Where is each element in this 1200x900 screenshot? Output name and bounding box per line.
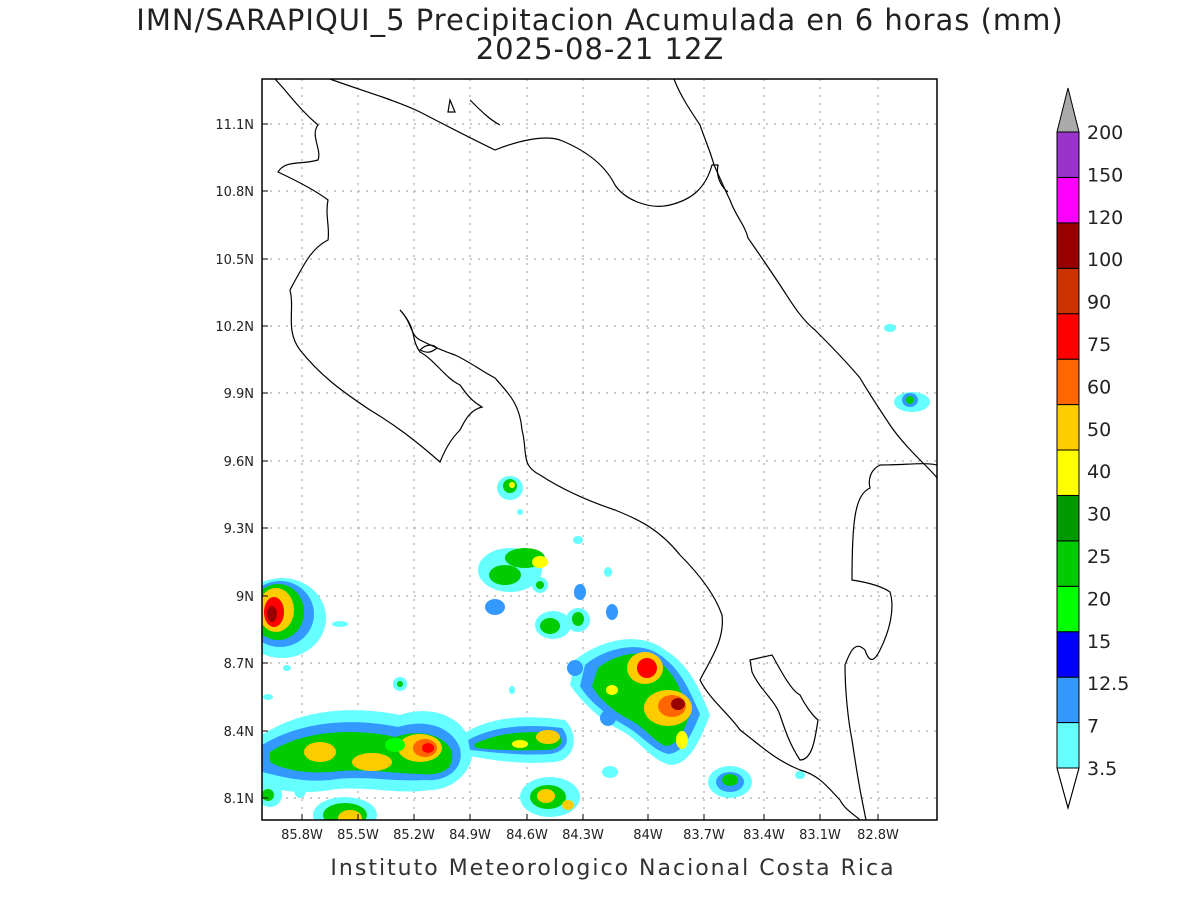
lon-label: 84W <box>633 828 663 843</box>
rain-cell-south-osa <box>262 782 377 820</box>
colorbar-label: 90 <box>1087 292 1111 314</box>
latitude-labels: 11.1N 10.8N 10.5N 10.2N 9.9N 9.6N 9.3N 9N 8.7N 8.… <box>215 118 268 807</box>
colorbar-label: 25 <box>1087 546 1111 568</box>
rain-cells-caribbean <box>884 324 930 412</box>
lat-label: 8.4N <box>224 725 254 740</box>
lat-label: 9.6N <box>224 455 254 470</box>
colorbar-swatch <box>1056 585 1080 633</box>
lon-label: 85.5W <box>337 828 379 843</box>
lon-label: 83.7W <box>683 828 725 843</box>
rain-cell-general-valley <box>570 639 710 765</box>
lon-label: 84.3W <box>562 828 604 843</box>
colorbar-swatch <box>1056 449 1080 496</box>
colorbar-min-arrow <box>1056 767 1080 810</box>
lon-label: 82.8W <box>857 828 899 843</box>
lon-label: 84.9W <box>449 828 491 843</box>
rain-band-southwest <box>262 710 473 793</box>
colorbar-label: 200 <box>1087 122 1123 144</box>
colorbar-label: 3.5 <box>1087 758 1117 780</box>
lat-label: 8.7N <box>224 657 254 672</box>
colorbar-swatch <box>1056 222 1080 269</box>
rain-band-central <box>462 717 574 763</box>
lon-label: 84.6W <box>506 828 548 843</box>
colorbar: 3.5 7 12.5 15 20 25 30 40 50 60 75 90 100 120 150 200 <box>1056 87 1129 810</box>
colorbar-label: 150 <box>1087 164 1123 186</box>
map-grid <box>262 79 937 820</box>
colorbar-swatch <box>1056 676 1080 724</box>
colorbar-label: 15 <box>1087 631 1111 653</box>
footer-credit: Instituto Meteorologico Nacional Costa R… <box>330 856 896 881</box>
colorbar-swatch <box>1056 267 1080 315</box>
rain-cell-west-coast <box>262 578 326 658</box>
rain-cells-central-pacific <box>478 476 618 726</box>
colorbar-label: 75 <box>1087 334 1111 356</box>
colorbar-swatch <box>1056 131 1080 178</box>
colorbar-label: 12.5 <box>1087 673 1129 695</box>
colorbar-label: 50 <box>1087 419 1111 441</box>
lat-label: 9.9N <box>224 387 254 402</box>
map-frame <box>261 78 938 821</box>
colorbar-swatch <box>1056 540 1080 587</box>
lat-label: 11.1N <box>215 118 254 133</box>
colorbar-label: 120 <box>1087 207 1123 229</box>
colorbar-swatch <box>1056 404 1080 451</box>
coastline <box>274 79 937 820</box>
colorbar-swatch <box>1056 631 1080 678</box>
lat-label: 10.2N <box>215 320 254 335</box>
lon-label: 85.8W <box>281 828 323 843</box>
colorbar-swatch <box>1056 358 1080 406</box>
rain-cell-golfito <box>520 777 580 817</box>
rain-cell-southeast <box>602 766 805 798</box>
lat-label: 8.1N <box>224 792 254 807</box>
colorbar-max-arrow <box>1056 87 1080 133</box>
colorbar-label: 60 <box>1087 376 1111 398</box>
colorbar-swatch <box>1056 722 1080 769</box>
map-title: IMN/SARAPIQUI_5 Precipitacion Acumulada … <box>136 3 1064 37</box>
longitude-labels: 85.8W 85.5W 85.2W 84.9W 84.6W 84.3W 84W 83.7W 83… <box>281 814 899 843</box>
colorbar-label: 100 <box>1087 249 1123 271</box>
colorbar-label: 40 <box>1087 461 1111 483</box>
colorbar-swatch <box>1056 176 1080 224</box>
lon-label: 83.1W <box>799 828 841 843</box>
lat-label: 10.5N <box>215 253 254 268</box>
lon-label: 85.2W <box>393 828 435 843</box>
colorbar-label: 20 <box>1087 588 1111 610</box>
rain-cells-scattered <box>263 509 523 700</box>
map-datetime: 2025-08-21 12Z <box>475 32 725 66</box>
lat-label: 10.8N <box>215 185 254 200</box>
precipitation-field <box>262 324 930 820</box>
colorbar-swatch <box>1056 494 1080 542</box>
colorbar-label: 30 <box>1087 504 1111 526</box>
colorbar-swatch <box>1056 313 1080 360</box>
lon-label: 83.4W <box>743 828 785 843</box>
lat-label: 9.3N <box>224 522 254 537</box>
colorbar-label: 7 <box>1087 716 1099 738</box>
lat-label: 9N <box>236 590 254 605</box>
